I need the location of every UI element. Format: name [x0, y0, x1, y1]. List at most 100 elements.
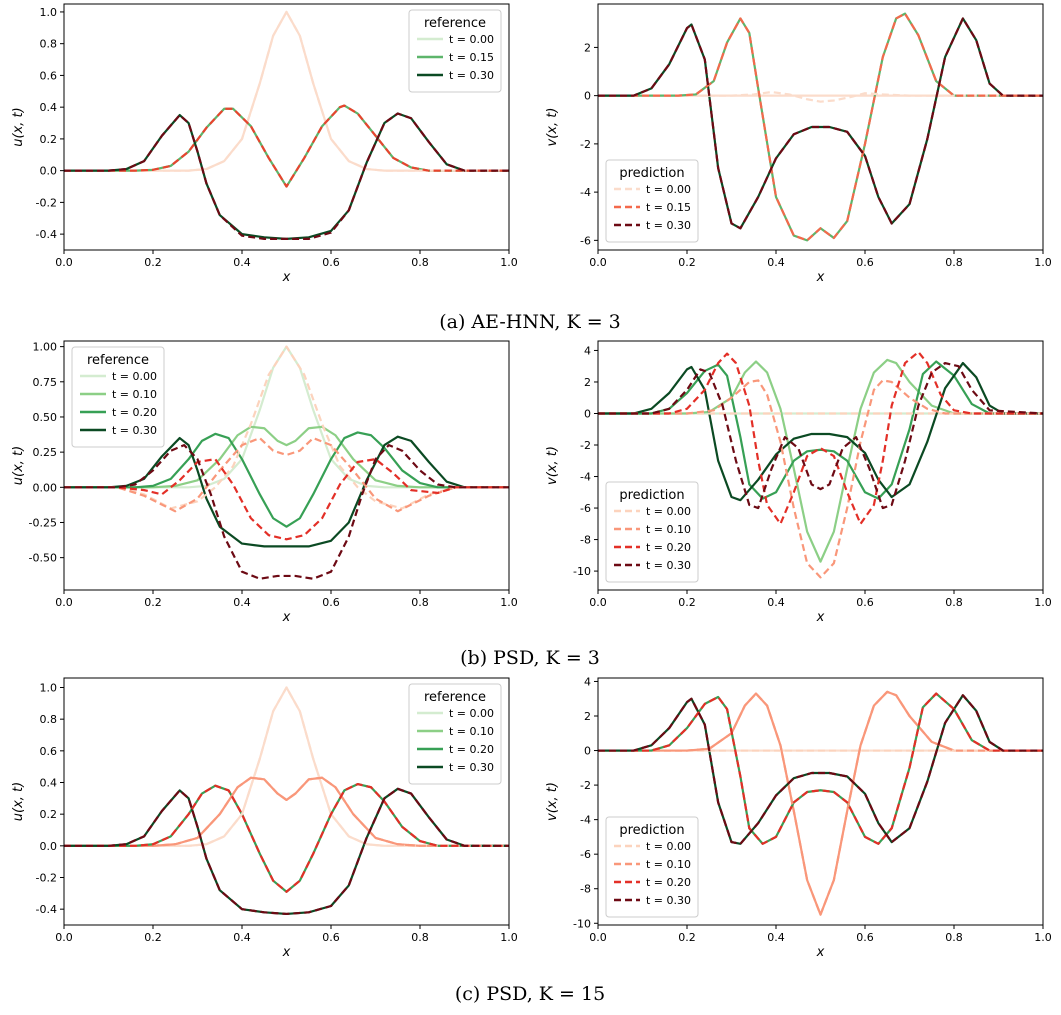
- y-tick-label: -0.4: [36, 903, 57, 916]
- series-group: [598, 12, 1043, 242]
- y-tick-label: -0.2: [36, 196, 57, 209]
- legend-entry-label: t = 0.00: [646, 505, 691, 518]
- legend-entry-label: t = 0.10: [112, 388, 157, 401]
- y-tick-label: -8: [580, 883, 591, 896]
- y-tick-label: -4: [580, 471, 591, 484]
- x-tick-label: 1.0: [1034, 256, 1052, 269]
- y-tick-label: 0.00: [33, 481, 58, 494]
- panel-a-v: 0.0 0.2 0.4 0.6 0.8 1.0 -6 -4 -2 0 2 x v(x, t) predic…: [545, 3, 1052, 285]
- x-tick-label: 0.8: [411, 256, 429, 269]
- x-tick-label: 0.2: [144, 931, 162, 944]
- y-tick-label: 0: [584, 407, 591, 420]
- series-line-prediction-7: [598, 361, 1043, 510]
- legend-entry-label: t = 0.30: [449, 69, 494, 82]
- series-line-prediction-5: [64, 112, 509, 240]
- y-tick-label: 0.6: [40, 69, 58, 82]
- series-line-prediction-7: [64, 787, 509, 916]
- legend-title: reference: [87, 353, 149, 368]
- panel-b-v: 0.0 0.2 0.4 0.6 0.8 1.0 -10 -8 -6 -4 -2 0 2 4 x v(x, t)…: [545, 340, 1052, 625]
- series-line-prediction-6: [64, 782, 509, 893]
- series-line-prediction-5: [64, 436, 509, 513]
- x-axis-label: x: [816, 610, 825, 625]
- y-tick-label: 0.8: [40, 38, 58, 51]
- legend-entry-label: t = 0.30: [646, 219, 691, 232]
- y-tick-label: -0.25: [29, 516, 57, 529]
- series-line-reference-3: [64, 435, 509, 548]
- y-tick-label: -10: [573, 565, 591, 578]
- x-tick-label: 0.4: [233, 596, 251, 609]
- x-tick-label: 0.6: [856, 931, 874, 944]
- x-tick-label: 0.8: [945, 596, 963, 609]
- axes-frame: [597, 677, 1044, 926]
- x-tick-label: 0.0: [589, 596, 607, 609]
- series-group: [598, 350, 1043, 579]
- caption-a: (a) AE-HNN, K = 3: [439, 311, 621, 333]
- panel-a-u: 0.0 0.2 0.4 0.6 0.8 1.0 -0.4 -0.2 0.0 0.2 0.4 0.6 0.…: [11, 3, 518, 285]
- y-tick-label: 0.75: [33, 376, 58, 389]
- series-line-prediction-7: [64, 444, 509, 580]
- caption-c: (c) PSD, K = 15: [455, 983, 605, 1005]
- panel-b-u: 0.0 0.2 0.4 0.6 0.8 1.0 -0.50 -0.25 0.00 0.25 0.50…: [11, 340, 518, 625]
- legend-entry-label: t = 0.10: [646, 523, 691, 536]
- legend-box: [605, 159, 699, 243]
- x-tick-label: 0.6: [856, 596, 874, 609]
- series-line-prediction-4: [64, 686, 509, 847]
- x-axis-label: x: [816, 270, 825, 285]
- series-line-prediction-6: [598, 350, 1043, 525]
- x-tick-label: 0.2: [678, 596, 696, 609]
- legend: reference t = 0.00 t = 0.15 t = 0.30: [408, 9, 502, 93]
- x-tick-label: 1.0: [500, 256, 518, 269]
- y-tick-label: -6: [580, 234, 591, 247]
- x-tick-label: 0.4: [767, 931, 785, 944]
- panels: 0.0 0.2 0.4 0.6 0.8 1.0-0.4-0.20.00.20.40.60.…: [11, 3, 1052, 960]
- series-line-prediction-6: [64, 458, 509, 541]
- y-tick-label: -2: [580, 138, 591, 151]
- legend-entry-label: t = 0.10: [449, 725, 494, 738]
- series-group: [64, 345, 509, 580]
- y-tick-label: 0: [584, 90, 591, 103]
- x-tick-label: 0.8: [945, 256, 963, 269]
- y-tick-label: -8: [580, 534, 591, 547]
- legend: prediction t = 0.00 t = 0.10 t = 0.20 t = 0.…: [605, 481, 699, 583]
- axes-frame: [597, 340, 1044, 591]
- y-tick-label: 1.0: [40, 6, 58, 19]
- legend-box: [605, 816, 699, 918]
- y-tick-label: 0.6: [40, 745, 58, 758]
- y-axis-label: u(x, t): [11, 107, 26, 146]
- x-tick-label: 0.4: [233, 256, 251, 269]
- x-tick-label: 1.0: [1034, 931, 1052, 944]
- series-line-reference-1: [64, 425, 509, 489]
- y-tick-label: -2: [580, 439, 591, 452]
- legend-title: prediction: [619, 166, 684, 181]
- series-line-prediction-4: [64, 104, 509, 188]
- y-tick-label: -4: [580, 814, 591, 827]
- legend-title: reference: [424, 16, 486, 31]
- y-tick-label: -2: [580, 779, 591, 792]
- series-group: [598, 690, 1043, 916]
- x-tick-label: 0.8: [945, 931, 963, 944]
- series-line-prediction-3: [598, 90, 1043, 103]
- series-line-reference-2: [64, 431, 509, 528]
- y-tick-label: 4: [584, 675, 591, 688]
- x-tick-label: 0.6: [322, 931, 340, 944]
- legend-title: prediction: [619, 488, 684, 503]
- axes-frame: [63, 677, 510, 926]
- series-line-prediction-5: [598, 690, 1043, 916]
- legend-box: [408, 9, 502, 93]
- legend-box: [71, 346, 165, 448]
- legend: reference t = 0.00 t = 0.10 t = 0.20 t = 0.3…: [71, 346, 165, 448]
- y-tick-label: 2: [584, 376, 591, 389]
- legend-title: prediction: [619, 823, 684, 838]
- x-tick-label: 0.6: [856, 256, 874, 269]
- y-tick-label: 1.00: [33, 341, 58, 354]
- y-tick-label: 0.4: [40, 777, 58, 790]
- legend-entry-label: t = 0.20: [646, 876, 691, 889]
- x-tick-label: 0.4: [767, 596, 785, 609]
- legend-entry-label: t = 0.00: [449, 707, 494, 720]
- y-tick-label: -4: [580, 186, 591, 199]
- legend-entry-label: t = 0.15: [449, 51, 494, 64]
- legend: reference t = 0.00 t = 0.10 t = 0.20 t = 0.3…: [408, 683, 502, 785]
- legend-box: [408, 683, 502, 785]
- x-tick-label: 0.4: [767, 256, 785, 269]
- x-axis-label: x: [282, 610, 291, 625]
